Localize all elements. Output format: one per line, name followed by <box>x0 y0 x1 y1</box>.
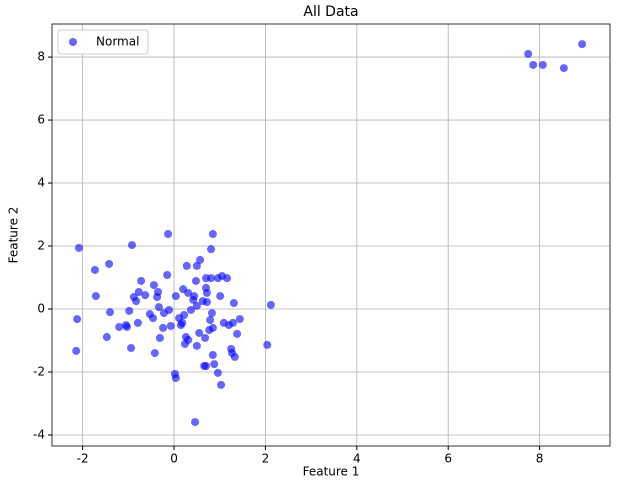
point <box>155 333 164 342</box>
x-tick-label: -2 <box>77 452 89 466</box>
point <box>132 297 141 306</box>
x-tick-label: 4 <box>353 452 361 466</box>
point <box>208 350 217 359</box>
point <box>163 270 172 279</box>
point <box>184 335 193 344</box>
point <box>192 341 201 350</box>
point <box>122 322 131 331</box>
point <box>106 308 115 317</box>
point <box>154 303 163 312</box>
y-tick-label: -2 <box>33 364 45 378</box>
point <box>217 380 226 389</box>
point <box>115 322 124 331</box>
point <box>216 292 225 301</box>
x-tick-label: 0 <box>170 452 178 466</box>
y-tick-label: -4 <box>33 427 45 441</box>
point <box>159 323 168 332</box>
y-tick-label: 2 <box>37 239 45 253</box>
x-axis-label: Feature 1 <box>303 465 360 479</box>
point <box>202 298 211 307</box>
point <box>127 241 136 250</box>
point <box>578 40 587 49</box>
point <box>154 288 163 297</box>
point <box>91 292 100 301</box>
point <box>206 316 215 325</box>
point <box>263 340 272 349</box>
point <box>73 315 82 324</box>
point <box>150 349 159 358</box>
point <box>192 301 201 310</box>
point <box>223 274 232 283</box>
point <box>207 309 216 318</box>
point <box>538 60 547 69</box>
point <box>182 261 191 270</box>
point <box>228 318 237 327</box>
x-tick-label: 8 <box>536 452 544 466</box>
point <box>90 265 99 274</box>
point <box>208 230 217 239</box>
point <box>207 274 216 283</box>
point <box>190 292 199 301</box>
legend-label: Normal <box>96 35 139 49</box>
point <box>148 314 157 323</box>
point <box>137 276 146 285</box>
point <box>186 305 195 314</box>
legend-box <box>57 29 149 55</box>
x-tick-label: 2 <box>262 452 270 466</box>
plot-frame <box>51 23 611 447</box>
y-tick-label: 8 <box>37 50 45 64</box>
point <box>192 261 201 270</box>
point <box>149 281 158 290</box>
point <box>266 300 275 309</box>
chart-title: All Data <box>303 4 358 20</box>
point <box>207 245 216 254</box>
point <box>202 288 211 297</box>
point <box>191 418 200 427</box>
point <box>105 259 114 268</box>
point <box>559 64 568 73</box>
point <box>171 292 180 301</box>
point <box>208 323 217 332</box>
point <box>230 352 239 361</box>
point <box>233 329 242 338</box>
point <box>127 344 136 353</box>
point <box>171 373 180 382</box>
point <box>202 362 211 371</box>
point <box>196 255 205 264</box>
point <box>164 305 173 314</box>
point <box>166 322 175 331</box>
point <box>201 333 210 342</box>
point <box>184 288 193 297</box>
point <box>195 328 204 337</box>
y-tick-label: 6 <box>37 113 45 127</box>
point <box>74 243 83 252</box>
point <box>125 306 134 315</box>
point <box>191 276 200 285</box>
legend-marker <box>69 38 77 46</box>
point <box>180 310 189 319</box>
point <box>524 49 533 58</box>
point <box>133 318 142 327</box>
point <box>235 315 244 324</box>
point <box>102 333 111 342</box>
y-tick-label: 0 <box>37 302 45 316</box>
point <box>178 318 187 327</box>
point <box>213 368 222 377</box>
y-axis-label: Feature 2 <box>7 207 21 264</box>
point <box>210 360 219 369</box>
x-tick-label: 6 <box>444 452 452 466</box>
point <box>164 230 173 239</box>
point <box>229 299 238 308</box>
y-tick-label: 4 <box>37 176 45 190</box>
point <box>134 288 143 297</box>
point <box>529 60 538 69</box>
point <box>141 291 150 300</box>
point <box>72 346 81 355</box>
